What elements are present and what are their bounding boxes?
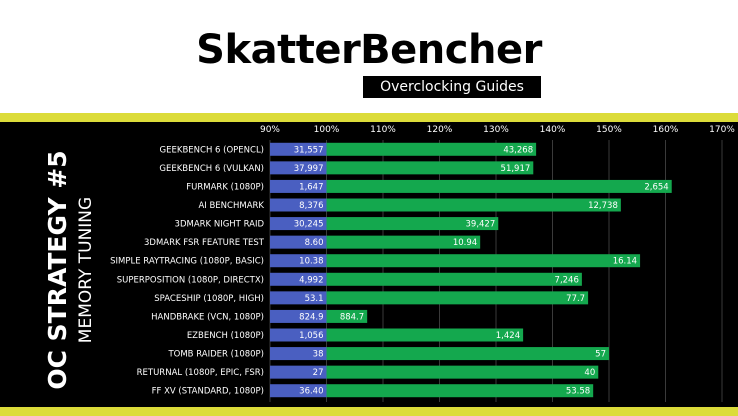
overclock-value-label: 1,424: [496, 331, 520, 341]
x-tick-label: 120%: [427, 125, 453, 135]
overclock-bar: [326, 254, 641, 268]
overclock-bar: [326, 235, 481, 249]
baseline-bar: [270, 365, 327, 379]
baseline-value-label: 8,376: [299, 201, 323, 211]
category-label: EZBENCH (1080P): [187, 331, 264, 341]
overclock-bar: [326, 142, 537, 156]
overclock-bar: [326, 217, 499, 231]
overclock-bar: [326, 384, 594, 398]
category-label: AI BENCHMARK: [198, 201, 264, 211]
category-label: GEEKBENCH 6 (OPENCL): [160, 145, 264, 155]
category-label: FURMARK (1080P): [186, 182, 264, 192]
baseline-value-label: 30,245: [294, 220, 324, 230]
baseline-bar: [270, 142, 327, 156]
overclock-value-label: 10.94: [453, 238, 477, 248]
baseline-bar: [270, 179, 327, 193]
baseline-value-label: 27: [313, 368, 324, 378]
overclock-bar: [326, 198, 621, 212]
baseline-value-label: 53.1: [305, 294, 324, 304]
baseline-bar: [270, 235, 327, 249]
x-tick-label: 110%: [370, 125, 396, 135]
brand-tagline: Overclocking Guides: [363, 76, 541, 98]
x-tick-label: 170%: [709, 125, 735, 135]
baseline-bar: [270, 291, 327, 305]
overclock-bar: [326, 365, 599, 379]
overclock-value-label: 57: [595, 350, 606, 360]
overclock-value-label: 12,738: [588, 201, 618, 211]
overclock-bar: [326, 161, 534, 175]
category-label: HANDBRAKE (VCN, 1080P): [151, 312, 264, 322]
overclock-bar: [326, 347, 609, 361]
overclock-value-label: 77.7: [566, 294, 585, 304]
overclock-value-label: 51,917: [501, 164, 531, 174]
overclock-bar: [326, 309, 368, 323]
overclock-value-label: 884.7: [340, 312, 364, 322]
baseline-value-label: 824.9: [299, 312, 323, 322]
category-label: SUPERPOSITION (1080P, DIRECTX): [117, 275, 264, 285]
x-tick-label: 160%: [653, 125, 679, 135]
baseline-bar: [270, 384, 327, 398]
x-tick-label: 130%: [483, 125, 509, 135]
baseline-value-label: 8.60: [305, 238, 324, 248]
baseline-value-label: 37,997: [294, 164, 324, 174]
overclock-value-label: 39,427: [466, 220, 496, 230]
category-label: 3DMARK FSR FEATURE TEST: [144, 238, 265, 248]
bottom-accent-band: [0, 407, 738, 416]
baseline-value-label: 1,647: [299, 182, 323, 192]
overclock-bar: [326, 291, 589, 305]
overclock-bar: [326, 272, 582, 286]
category-label: FF XV (STANDARD, 1080P): [152, 387, 264, 397]
baseline-bar: [270, 328, 327, 342]
category-label: TOMB RAIDER (1080P): [167, 350, 264, 360]
baseline-bar: [270, 347, 327, 361]
baseline-bar: [270, 198, 327, 212]
category-label: 3DMARK NIGHT RAID: [175, 220, 265, 230]
overclock-bar: [326, 328, 524, 342]
overclock-value-label: 40: [584, 368, 595, 378]
overclock-bar: [326, 179, 672, 193]
x-tick-label: 100%: [314, 125, 340, 135]
x-tick-label: 140%: [540, 125, 566, 135]
baseline-value-label: 36.40: [299, 387, 323, 397]
top-accent-band: [0, 113, 738, 122]
brand-logo: SkatterBencher: [196, 27, 542, 73]
category-label: GEEKBENCH 6 (VULKAN): [159, 164, 264, 174]
baseline-bar: [270, 272, 327, 286]
baseline-bar: [270, 309, 327, 323]
baseline-bar: [270, 217, 327, 231]
header: SkatterBencher Overclocking Guides: [0, 0, 738, 113]
overclock-value-label: 53.58: [566, 387, 590, 397]
category-label: RETURNAL (1080P, EPIC, FSR): [137, 368, 264, 378]
baseline-value-label: 38: [313, 350, 324, 360]
x-tick-label: 150%: [596, 125, 622, 135]
baseline-value-label: 31,557: [294, 145, 324, 155]
category-label: SIMPLE RAYTRACING (1080P, BASIC): [110, 257, 264, 267]
overclock-value-label: 43,268: [503, 145, 533, 155]
baseline-bar: [270, 254, 327, 268]
baseline-bar: [270, 161, 327, 175]
category-label: SPACESHIP (1080P, HIGH): [154, 294, 264, 304]
overclock-value-label: 7,246: [555, 275, 579, 285]
x-tick-label: 90%: [260, 125, 280, 135]
baseline-value-label: 1,056: [299, 331, 323, 341]
overclock-value-label: 16.14: [613, 257, 637, 267]
overclock-value-label: 2,654: [644, 182, 668, 192]
baseline-value-label: 10.38: [299, 257, 323, 267]
baseline-value-label: 4,992: [299, 275, 323, 285]
